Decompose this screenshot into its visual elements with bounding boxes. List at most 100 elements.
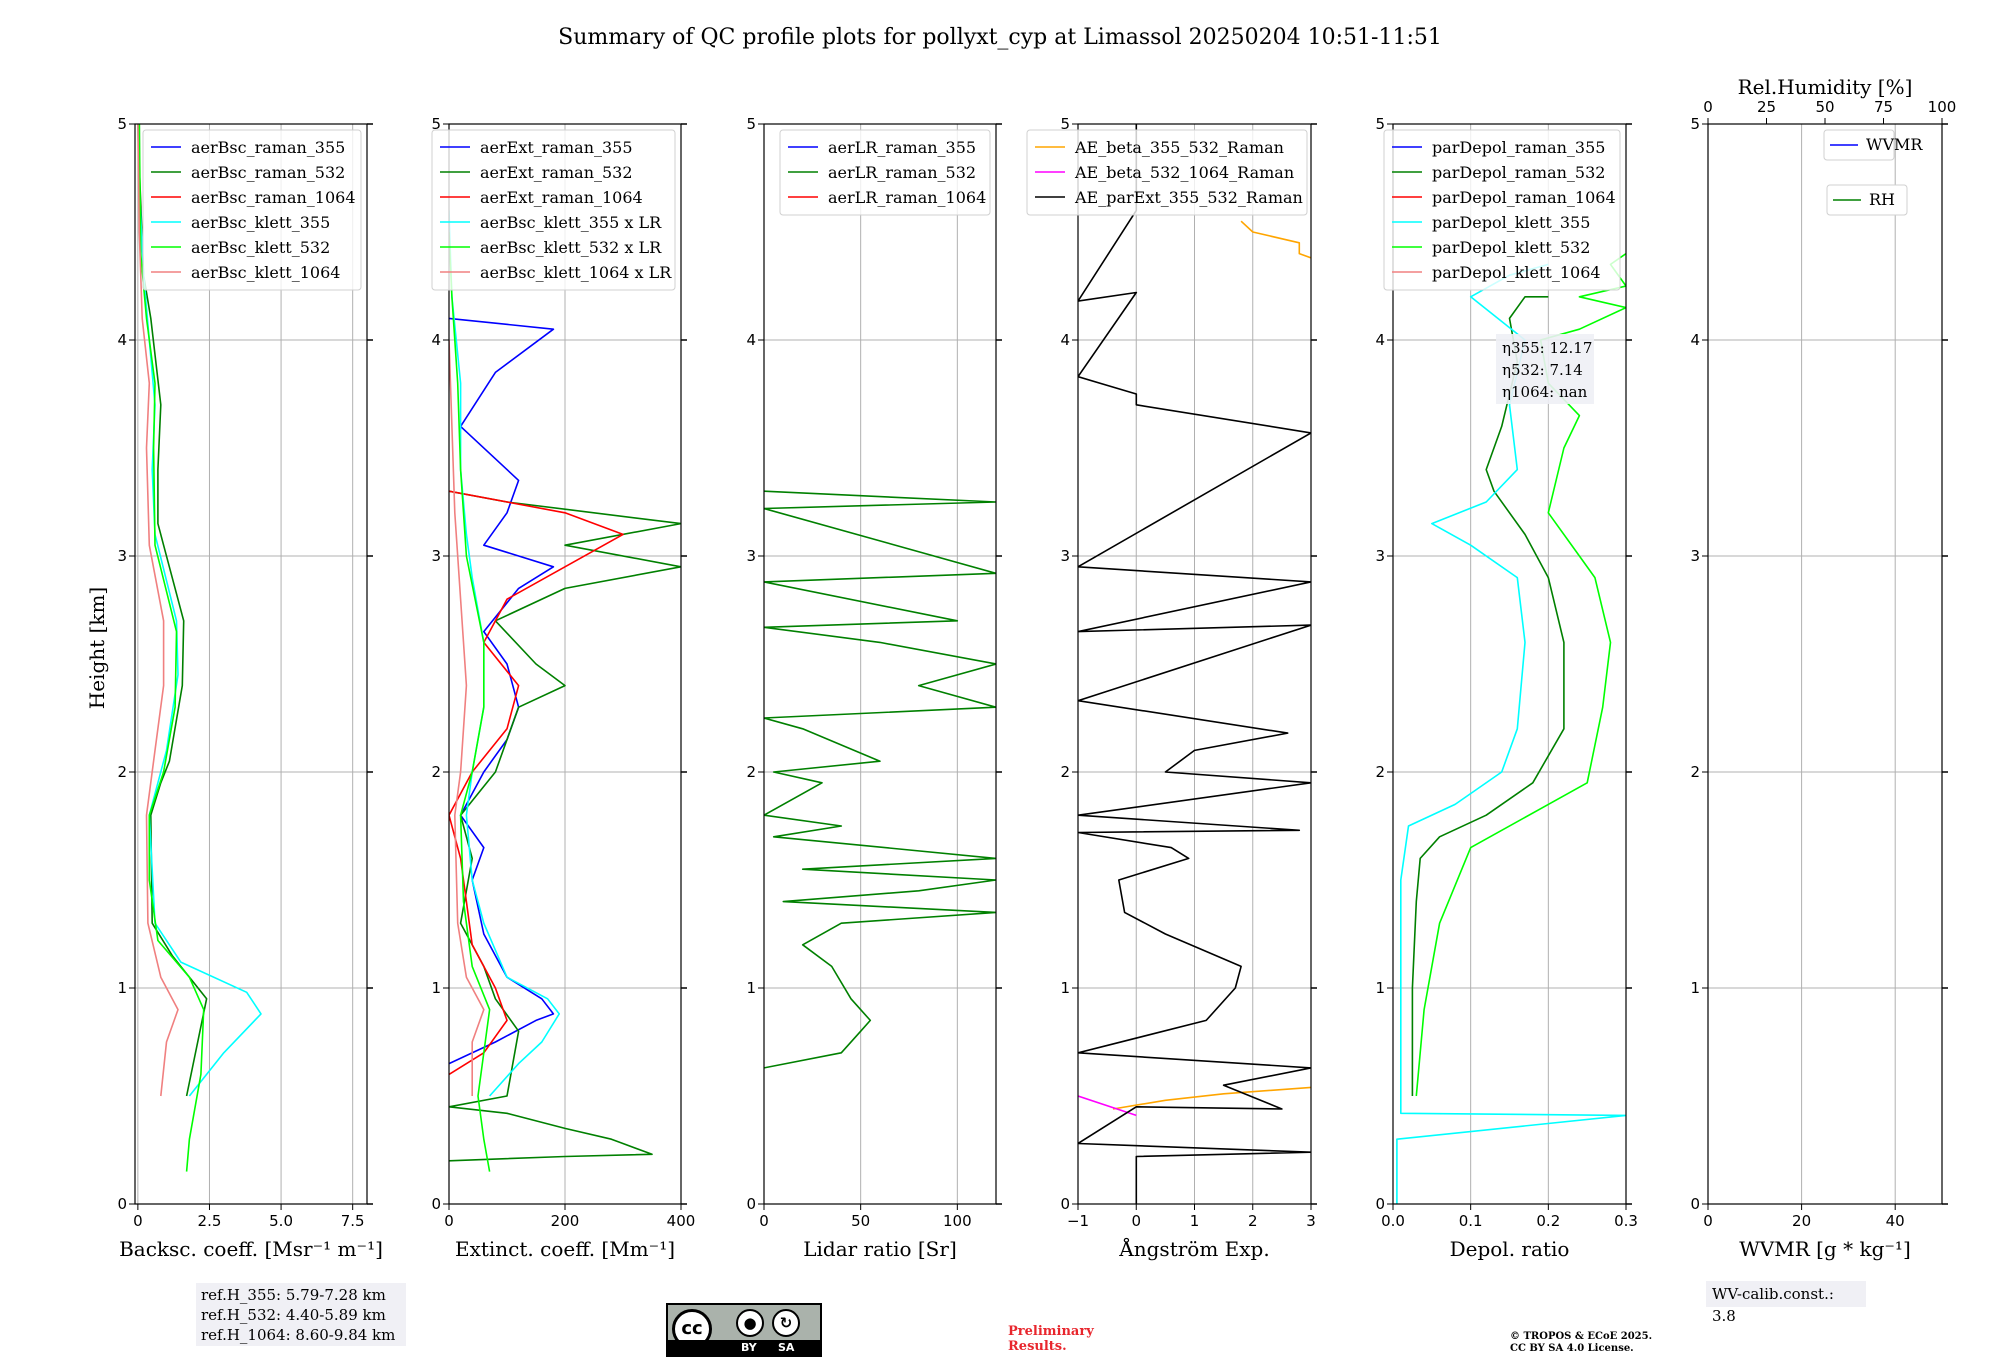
y-tick-label: 2 [746,763,756,781]
legend-label: parDepol_raman_532 [1432,163,1605,182]
y-tick-label: 4 [1690,331,1700,349]
legend-label: aerBsc_klett_355 x LR [480,213,662,232]
legend-label: aerBsc_raman_355 [191,138,345,157]
copyright-notice: © TROPOS & ECoE 2025. CC BY SA 4.0 Licen… [1510,1331,1652,1355]
legend-label: parDepol_klett_1064 [1432,263,1601,282]
y-tick-label: 3 [1690,547,1700,565]
y-tick-label: 4 [117,331,127,349]
x-tick-label: 2 [1248,1212,1258,1230]
x-tick-label: 20 [1792,1212,1811,1230]
series-line-AE_parExt_355_532_Raman [1078,124,1311,1204]
x-axis-label: Extinct. coeff. [Mm⁻¹] [455,1237,675,1261]
legend-label: RH [1869,190,1895,209]
legend-label: aerExt_raman_532 [480,163,633,182]
x-tick-label: 0.3 [1614,1212,1638,1230]
series-line-aerLR_raman_532 [764,490,996,1069]
series-line-aerBsc_klett_532 x LR [449,231,491,1172]
legend-box [779,129,991,216]
legend-label: AE_beta_355_532_Raman [1074,138,1284,157]
y-tick-label: 5 [1690,115,1700,133]
axes-frame [1707,123,1943,1205]
y-tick-label: 5 [1375,115,1385,133]
cc-label-bar [668,1340,820,1355]
legend-label: aerExt_raman_1064 [480,188,643,207]
y-tick-label: 1 [1690,979,1700,997]
cc-by-label: BY [741,1341,757,1354]
series-line-aerExt_raman_1064 [449,490,624,1076]
x-tick-label: 0.0 [1381,1212,1405,1230]
legend-box [431,129,676,291]
legend-label: aerExt_raman_355 [480,138,633,157]
y-tick-label: 1 [1060,979,1070,997]
legend-box [1823,129,1895,161]
y-tick-label: 2 [431,763,441,781]
top-x-tick-label: 75 [1874,98,1893,116]
legend-label: aerBsc_klett_532 [191,238,330,257]
y-tick-label: 5 [746,115,756,133]
cc-license-badge: cc ● ↻ BY SA [666,1303,822,1357]
panel-depol: 0.0 0.1 0.2 0.3 0 1 2 3 4 5 Depol. ratio parDepol_r… [1375,115,1637,1261]
panel-wv: 0 20 40 0 1 2 3 4 5 WVMR [g * kg⁻¹] 0 25 50 75 100 Rel.… [1690,75,1956,1261]
x-tick-label: 7.5 [341,1212,365,1230]
x-axis-label: WVMR [g * kg⁻¹] [1739,1237,1911,1261]
preliminary-notice: Preliminary Results. [1008,1324,1094,1354]
legend-box [1026,129,1308,216]
depol-annotation-box [1496,334,1594,404]
x-tick-label: 0 [1131,1212,1141,1230]
ref-height-355: ref.H_355: 5.79-7.28 km [201,1286,386,1304]
share-alike-icon: ↻ [772,1309,800,1337]
x-tick-label: 100 [943,1212,972,1230]
y-tick-label: 2 [1690,763,1700,781]
x-tick-label: 3 [1306,1212,1316,1230]
y-tick-label: 5 [431,115,441,133]
y-tick-label: 5 [117,115,127,133]
y-tick-label: 5 [1060,115,1070,133]
top-x-axis-label: Rel.Humidity [%] [1738,75,1913,99]
series-line-parDepol_raman_532 [1411,295,1565,1096]
x-tick-label: 400 [667,1212,696,1230]
axes-frame [134,123,368,1205]
y-tick-label: 2 [117,763,127,781]
y-tick-label: 0 [117,1195,127,1213]
panel-lr: 0 50 100 0 1 2 3 4 5 Lidar ratio [Sr] aerLR_raman_… [746,115,1002,1261]
legend-box [1826,184,1908,216]
y-tick-label: 3 [1375,547,1385,565]
series-line-aerExt_raman_532 [449,490,681,1162]
y-tick-label: 0 [431,1195,441,1213]
series-line-aerBsc_klett_355 x LR [449,210,561,1097]
series-line-aerBsc_raman_532 [138,124,208,1097]
copyright-line-1: © TROPOS & ECoE 2025. [1510,1331,1653,1342]
panel-ext: 0 200 400 0 1 2 3 4 5 Extinct. coeff. [Mm⁻¹] aerEx… [431,115,695,1261]
x-tick-label: 0.2 [1536,1212,1560,1230]
series-line-AE_beta_355_532_Raman [1112,1086,1311,1110]
legend-box [1383,129,1621,291]
preliminary-line-1: Preliminary [1008,1324,1094,1339]
series-line-aerBsc_klett_1064 x LR [449,339,485,1096]
y-tick-label: 0 [1690,1195,1700,1213]
y-tick-label: 3 [1060,547,1070,565]
x-tick-label: −1 [1067,1212,1089,1230]
series-line-aerExt_raman_355 [449,317,555,1065]
top-x-tick-label: 25 [1757,98,1776,116]
y-tick-label: 1 [117,979,127,997]
depol-annotation-text: η355: 12.17 [1502,339,1592,357]
x-tick-label: 0 [133,1212,143,1230]
reference-height-box: ref.H_355: 5.79-7.28 km ref.H_532: 4.40-… [196,1283,406,1346]
y-tick-label: 2 [1375,763,1385,781]
x-tick-label: 2.5 [198,1212,222,1230]
series-group [1078,124,1311,1204]
ref-height-532: ref.H_532: 4.40-5.89 km [201,1306,386,1324]
legend-box [142,129,362,291]
series-group [764,490,996,1069]
legend-label: aerLR_raman_1064 [828,188,986,207]
legend-label: aerLR_raman_532 [828,163,976,182]
x-axis-label: Ångström Exp. [1118,1236,1269,1261]
y-tick-label: 2 [1060,763,1070,781]
legend-label: aerBsc_klett_1064 [191,263,340,282]
series-group [449,210,681,1172]
legend-label: aerLR_raman_355 [828,138,976,157]
figure-title: Summary of QC profile plots for pollyxt_… [558,25,1442,50]
x-tick-label: 200 [551,1212,580,1230]
preliminary-line-2: Results. [1008,1339,1067,1354]
